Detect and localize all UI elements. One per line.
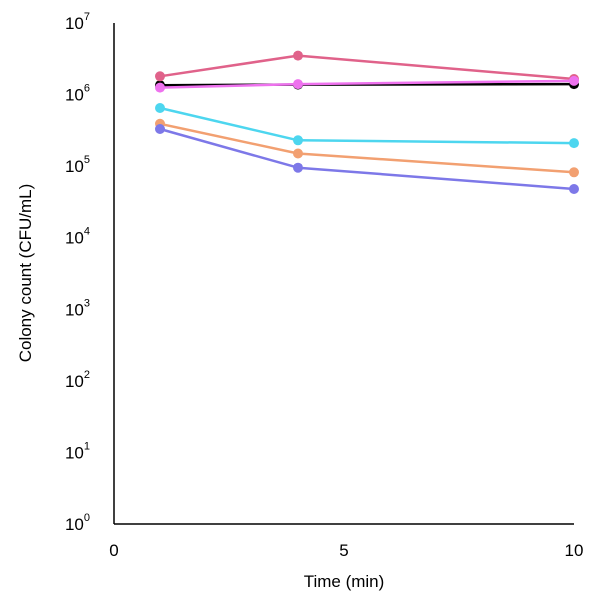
series-4 bbox=[155, 103, 579, 149]
x-tick-labels: 0 5 10 bbox=[109, 541, 583, 560]
y-tick-label: 106 bbox=[65, 83, 90, 105]
data-point bbox=[569, 138, 579, 149]
x-tick-label: 10 bbox=[565, 541, 584, 560]
x-axis-title: Time (min) bbox=[304, 572, 385, 591]
y-axis-title: Colony count (CFU/mL) bbox=[16, 184, 35, 363]
series-5 bbox=[155, 118, 579, 178]
x-tick-label: 0 bbox=[109, 541, 118, 560]
data-point bbox=[569, 184, 579, 194]
data-point bbox=[155, 71, 165, 82]
data-point bbox=[293, 50, 303, 61]
data-point bbox=[569, 167, 579, 178]
y-tick-exponent: 5 bbox=[84, 154, 90, 166]
y-tick-base: 10 bbox=[65, 300, 84, 319]
x-tick-label: 5 bbox=[339, 541, 348, 560]
y-tick-exponent: 2 bbox=[84, 369, 90, 381]
y-tick-label: 105 bbox=[65, 154, 90, 176]
y-tick-base: 10 bbox=[65, 14, 84, 33]
y-tick-base: 10 bbox=[65, 515, 84, 534]
data-point bbox=[293, 148, 303, 159]
y-tick-label: 107 bbox=[65, 11, 90, 33]
y-tick-base: 10 bbox=[65, 443, 84, 462]
y-tick-label: 103 bbox=[65, 297, 90, 319]
series-layer bbox=[155, 50, 579, 194]
y-tick-base: 10 bbox=[65, 229, 84, 248]
series-6 bbox=[155, 124, 579, 194]
y-tick-label: 102 bbox=[65, 369, 90, 391]
data-point bbox=[155, 103, 165, 113]
data-point bbox=[155, 82, 165, 93]
data-point bbox=[155, 124, 165, 134]
data-point bbox=[293, 162, 303, 173]
data-point bbox=[293, 79, 303, 90]
y-tick-label: 104 bbox=[65, 226, 90, 248]
series-3 bbox=[155, 75, 579, 93]
y-tick-exponent: 1 bbox=[84, 440, 90, 452]
data-point bbox=[569, 75, 579, 86]
y-tick-exponent: 7 bbox=[84, 11, 90, 23]
y-tick-exponent: 3 bbox=[84, 297, 90, 309]
y-tick-exponent: 0 bbox=[84, 512, 90, 524]
series-line bbox=[158, 122, 576, 174]
series-line bbox=[158, 54, 576, 81]
y-tick-base: 10 bbox=[65, 372, 84, 391]
y-tick-label: 101 bbox=[65, 440, 90, 462]
y-tick-exponent: 4 bbox=[84, 226, 90, 238]
data-point bbox=[293, 135, 303, 146]
y-tick-label: 100 bbox=[65, 512, 90, 534]
series-2 bbox=[155, 50, 579, 84]
y-tick-exponent: 6 bbox=[84, 83, 90, 95]
y-tick-base: 10 bbox=[65, 157, 84, 176]
y-tick-base: 10 bbox=[65, 86, 84, 105]
